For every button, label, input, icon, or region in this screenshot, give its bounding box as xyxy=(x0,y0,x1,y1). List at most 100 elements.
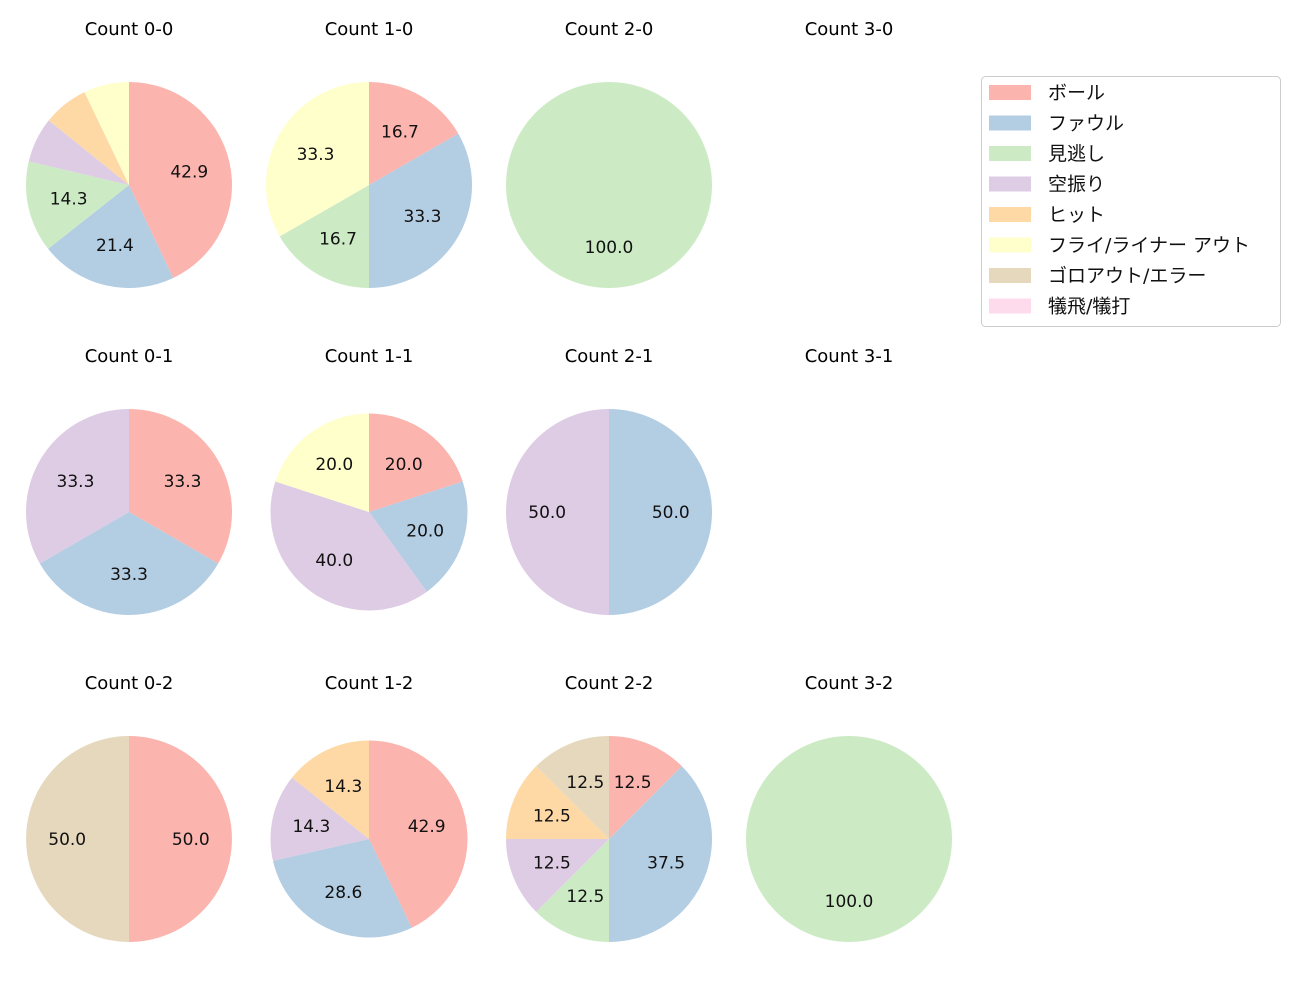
pie-count-0-0: Count 0-0 42.9 21.4 14.3 xyxy=(25,19,232,288)
pie-slice-見逃し xyxy=(746,736,952,942)
pie-slice-label: 14.3 xyxy=(292,817,330,837)
pie-slice-ファウル xyxy=(48,185,174,288)
legend-swatch xyxy=(989,207,1031,222)
pie-title: Count 3-0 xyxy=(805,19,894,40)
pie-title: Count 1-0 xyxy=(325,19,414,40)
pie-slice-ファウル xyxy=(369,133,473,288)
pie-slice-label: 12.5 xyxy=(614,773,652,793)
pie-slice-ボール xyxy=(369,82,459,185)
pie-count-2-2: Count 2-2 12.5 37.5 12.5 12.5 12.5 12.5 xyxy=(506,673,712,942)
pie-title: Count 1-1 xyxy=(325,346,414,367)
pie-slice-ボール xyxy=(129,736,232,942)
pie-count-1-1: Count 1-1 20.0 20.0 40.0 20.0 xyxy=(270,346,468,611)
pie-slice-ヒット xyxy=(291,740,369,839)
legend-swatch xyxy=(989,237,1031,253)
pie-slice-label: 20.0 xyxy=(315,455,353,475)
pie-title: Count 1-2 xyxy=(325,673,414,694)
legend-swatch xyxy=(989,146,1031,161)
pie-slice-label: 33.3 xyxy=(57,472,95,492)
pie-slice-ボール xyxy=(129,82,232,279)
pie-title: Count 0-2 xyxy=(85,673,174,694)
pie-slice-label: 100.0 xyxy=(585,238,634,258)
pie-slice-label: 12.5 xyxy=(533,806,571,826)
pie-slice-空振り xyxy=(506,839,609,912)
pie-slice-label: 33.3 xyxy=(297,145,335,165)
pie-count-1-2: Count 1-2 42.9 28.6 14.3 14.3 xyxy=(270,673,468,938)
pie-count-3-1: Count 3-1 xyxy=(805,346,894,367)
pie-slice-見逃し xyxy=(279,185,369,288)
pie-slice-見逃し xyxy=(506,82,712,288)
pie-title: Count 3-1 xyxy=(805,346,894,367)
pie-slice-label: 50.0 xyxy=(528,503,566,523)
pie-count-0-2: Count 0-2 50.0 50.0 xyxy=(26,673,232,942)
pie-slice-label: 42.9 xyxy=(170,162,208,182)
pie-slice-ゴロアウト/エラー xyxy=(536,736,609,839)
pie-slice-label: 50.0 xyxy=(48,830,86,850)
pie-slice-label: 16.7 xyxy=(381,123,419,143)
pie-count-1-0: Count 1-0 16.7 33.3 16.7 33.3 xyxy=(266,19,473,288)
pie-slice-ボール xyxy=(369,413,463,512)
legend-entry: 犠飛/犠打 xyxy=(1048,296,1130,318)
legend-entry: フライ/ライナー アウト xyxy=(1048,235,1250,257)
pie-slice-label: 50.0 xyxy=(172,830,210,850)
pie-slice-空振り xyxy=(270,777,369,861)
pie-slice-label: 40.0 xyxy=(315,551,353,571)
pie-title: Count 2-2 xyxy=(565,673,654,694)
pie-slice-label: 37.5 xyxy=(647,854,685,874)
legend-swatch xyxy=(989,85,1031,100)
pie-slice-見逃し xyxy=(536,839,609,942)
pie-count-2-0: Count 2-0 100.0 xyxy=(506,19,712,288)
pie-slice-label: 50.0 xyxy=(652,503,690,523)
legend-swatch xyxy=(989,268,1031,283)
pie-slice-見逃し xyxy=(25,161,129,249)
legend-swatch xyxy=(989,115,1031,131)
pie-slice-ボール xyxy=(609,736,682,839)
legend-swatch xyxy=(989,176,1031,192)
pie-slice-フライ/ライナー アウト xyxy=(275,413,369,512)
pie-slice-フライ/ライナー アウト xyxy=(266,82,369,237)
pie-slice-label: 28.6 xyxy=(324,883,362,903)
pie-slice-ファウル xyxy=(369,481,468,592)
pie-slice-label: 12.5 xyxy=(566,773,604,793)
pie-slice-label: 12.5 xyxy=(566,887,604,907)
pie-slice-label: 20.0 xyxy=(385,455,423,475)
pie-slice-label: 12.5 xyxy=(533,854,571,874)
pie-slice-label: 14.3 xyxy=(50,189,88,209)
pie-count-3-0: Count 3-0 xyxy=(805,19,894,40)
pie-slice-label: 21.4 xyxy=(96,236,134,256)
pie-slice-ヒット xyxy=(48,92,129,185)
pie-title: Count 2-1 xyxy=(565,346,654,367)
pie-slice-ボール xyxy=(369,740,468,928)
pie-slice-label: 33.3 xyxy=(110,565,148,585)
pie-slice-ファウル xyxy=(39,512,219,615)
pie-count-0-1: Count 0-1 33.3 33.3 33.3 xyxy=(26,346,232,615)
pie-slice-空振り xyxy=(506,409,609,615)
pie-slice-label: 33.3 xyxy=(164,472,202,492)
pie-slice-ゴロアウト/エラー xyxy=(26,736,129,942)
pie-slice-ヒット xyxy=(506,766,609,839)
legend-swatch xyxy=(989,298,1031,314)
pie-title: Count 0-0 xyxy=(85,19,174,40)
pie-slice-label: 14.3 xyxy=(324,777,362,797)
legend-entry: ゴロアウト/エラー xyxy=(1048,265,1206,287)
pie-slice-ファウル xyxy=(272,839,412,938)
legend-entry: ヒット xyxy=(1048,204,1105,226)
pie-slice-label: 33.3 xyxy=(404,207,442,227)
pie-slice-ファウル xyxy=(609,409,712,615)
pie-slice-ファウル xyxy=(609,766,712,942)
pie-slice-ボール xyxy=(129,409,232,564)
pie-title: Count 0-1 xyxy=(85,346,174,367)
legend-entry: ファウル xyxy=(1048,113,1124,135)
pie-count-3-2: Count 3-2 100.0 xyxy=(746,673,952,942)
pie-slice-label: 100.0 xyxy=(825,892,874,912)
pie-slice-空振り xyxy=(270,481,427,611)
pie-slice-空振り xyxy=(26,409,130,564)
legend-entry: 見逃し xyxy=(1048,143,1105,165)
pie-slice-label: 16.7 xyxy=(319,229,357,249)
pie-slice-フライ/ライナー アウト xyxy=(84,82,129,185)
pie-count-2-1: Count 2-1 50.0 50.0 xyxy=(506,346,712,615)
pie-slice-label: 42.9 xyxy=(408,817,446,837)
pie-slice-label: 20.0 xyxy=(406,521,444,541)
legend-entry: 空振り xyxy=(1048,174,1105,196)
